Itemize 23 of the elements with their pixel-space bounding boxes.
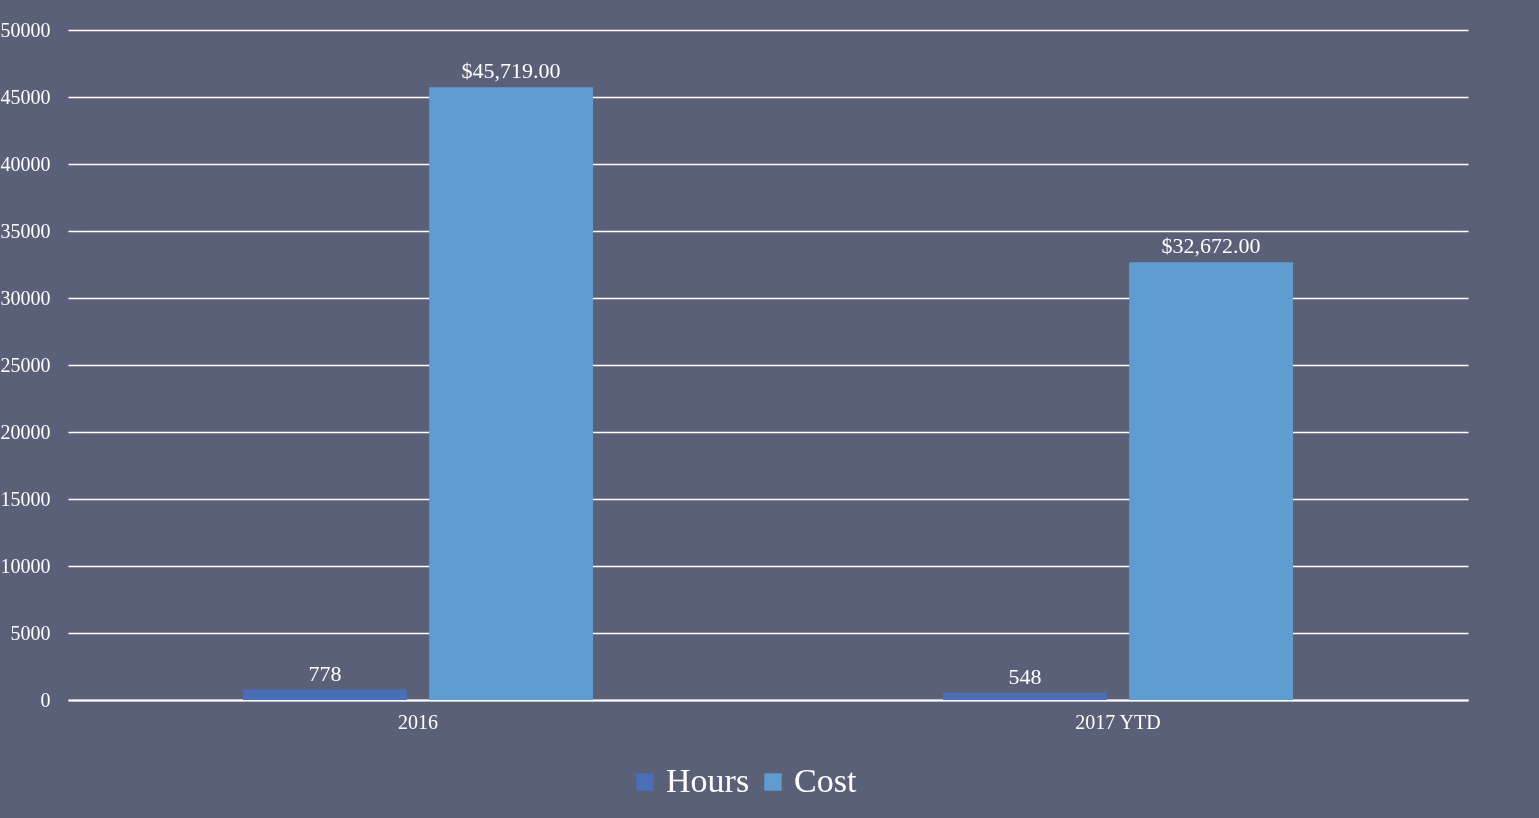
y-tick-label: 20000 <box>0 420 51 443</box>
y-tick-label: 45000 <box>0 85 51 108</box>
legend-label: Hours <box>666 762 750 799</box>
y-tick-label: 30000 <box>0 286 51 309</box>
bar <box>1129 262 1293 700</box>
y-tick-label: 40000 <box>0 152 51 175</box>
y-tick-label: 35000 <box>0 219 51 242</box>
y-tick-label: 25000 <box>0 353 51 376</box>
y-tick-label: 15000 <box>0 487 51 510</box>
data-label: $45,719.00 <box>461 58 561 84</box>
data-label: 778 <box>308 660 342 686</box>
data-label: $32,672.00 <box>1161 233 1261 259</box>
data-label: 548 <box>1008 663 1042 689</box>
bar <box>243 689 407 700</box>
bar <box>429 87 593 700</box>
y-tick-label: 10000 <box>0 554 51 577</box>
x-tick-label: 2016 <box>398 710 438 733</box>
y-tick-label: 50000 <box>0 18 51 41</box>
legend-label: Cost <box>794 762 857 799</box>
bar <box>943 692 1107 700</box>
x-tick-label: 2017 YTD <box>1075 710 1161 733</box>
y-tick-label: 0 <box>40 688 51 711</box>
y-tick-label: 5000 <box>10 621 51 644</box>
